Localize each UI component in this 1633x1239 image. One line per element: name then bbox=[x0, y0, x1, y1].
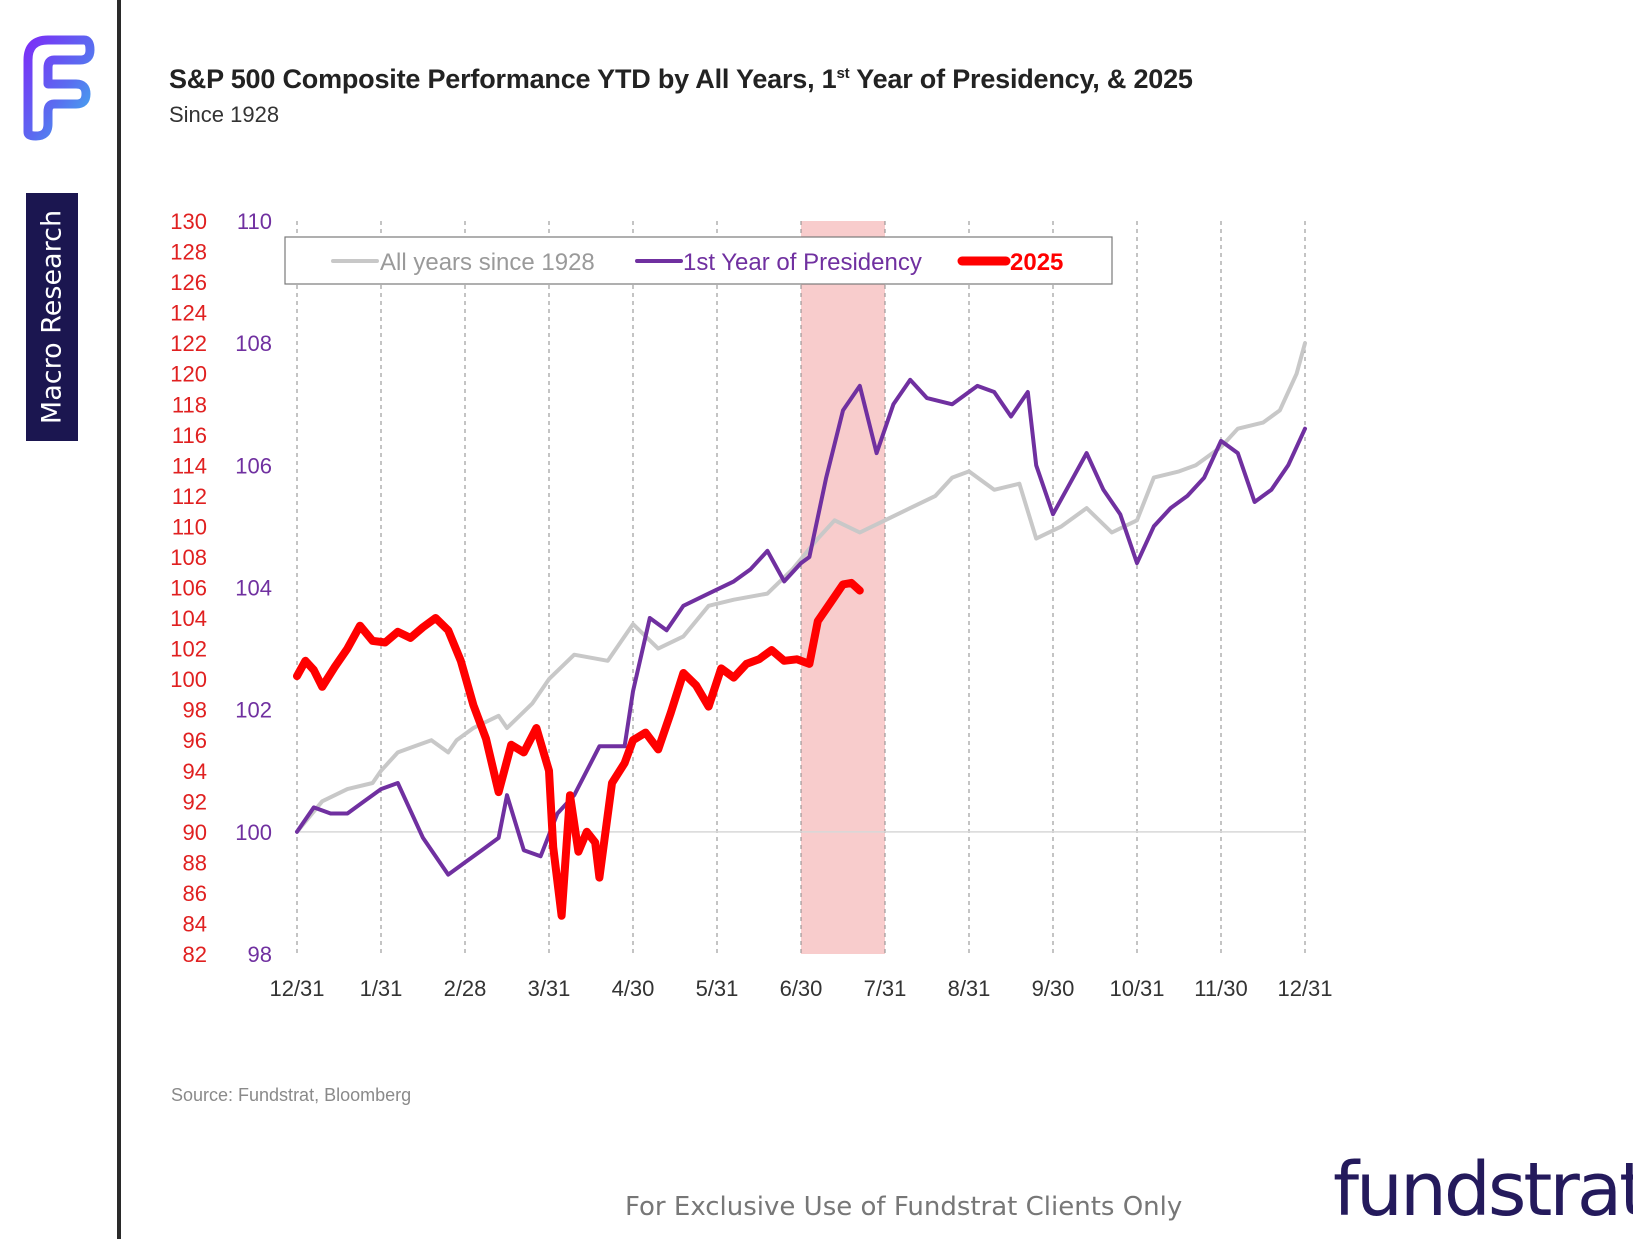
exclusive-use-notice: For Exclusive Use of Fundstrat Clients O… bbox=[625, 1192, 1183, 1222]
left-axis-tick-label: 120 bbox=[170, 362, 207, 387]
series-line-2025 bbox=[293, 578, 864, 920]
legend-label: All years since 1928 bbox=[380, 249, 595, 276]
right-axis-tick-label: 104 bbox=[235, 576, 272, 601]
left-axis-tick-label: 92 bbox=[183, 789, 207, 814]
x-tick-label: 12/31 bbox=[1277, 976, 1332, 1001]
left-axis-tick-label: 124 bbox=[170, 301, 207, 326]
left-axis-tick-label: 126 bbox=[170, 270, 207, 295]
x-tick-label: 3/31 bbox=[528, 976, 571, 1001]
series-line-all-years-since-1928 bbox=[295, 341, 1307, 834]
right-axis-tick-label: 100 bbox=[235, 820, 272, 845]
left-axis-tick-label: 86 bbox=[183, 881, 207, 906]
x-tick-label: 6/30 bbox=[780, 976, 823, 1001]
chart-subtitle: Since 1928 bbox=[169, 102, 280, 127]
title-superscript: st bbox=[836, 65, 850, 82]
legend-label: 1st Year of Presidency bbox=[683, 249, 922, 276]
right-axis-tick-label: 110 bbox=[237, 209, 272, 234]
left-axis-tick-label: 100 bbox=[170, 667, 207, 692]
chart-title: S&P 500 Composite Performance YTD by All… bbox=[169, 64, 1193, 95]
left-axis-tick-label: 106 bbox=[170, 576, 207, 601]
series-layer bbox=[293, 341, 1307, 920]
left-axis-tick-label: 116 bbox=[172, 423, 207, 448]
left-axis-tick-label: 98 bbox=[183, 698, 207, 723]
left-axis-tick-label: 84 bbox=[183, 911, 207, 936]
left-axis-tick-label: 96 bbox=[183, 728, 207, 753]
legend: All years since 1928 1st Year of Presiden… bbox=[284, 236, 1113, 285]
title-part-1: S&P 500 Composite Performance YTD by All… bbox=[169, 64, 837, 94]
series-line-1st-year-of-presidency bbox=[295, 377, 1307, 877]
left-axis-tick-label: 130 bbox=[170, 209, 207, 234]
left-axis-tick-label: 104 bbox=[170, 606, 207, 631]
axis-layer: 12/31 1/31 2/28 3/31 4/30 5/31 6/30 7/31 8/31 9/3… bbox=[170, 209, 1332, 1001]
left-axis-tick-label: 110 bbox=[172, 514, 207, 539]
right-axis-tick-label: 98 bbox=[248, 942, 272, 967]
left-axis-tick-label: 128 bbox=[170, 240, 207, 265]
right-axis-tick-label: 106 bbox=[235, 453, 272, 478]
grid-layer bbox=[296, 221, 1306, 954]
x-tick-label: 7/31 bbox=[864, 976, 907, 1001]
x-tick-label: 8/31 bbox=[948, 976, 991, 1001]
fundstrat-f-logo-icon bbox=[23, 35, 95, 141]
left-axis-tick-label: 94 bbox=[183, 759, 207, 784]
x-tick-label: 9/30 bbox=[1032, 976, 1075, 1001]
macro-research-tab: Macro Research bbox=[26, 193, 78, 441]
left-axis-tick-label: 122 bbox=[170, 331, 207, 356]
x-tick-label: 12/31 bbox=[269, 976, 324, 1001]
x-tick-label: 2/28 bbox=[444, 976, 487, 1001]
x-tick-label: 11/30 bbox=[1194, 976, 1247, 1001]
right-axis-tick-label: 102 bbox=[235, 698, 272, 723]
left-axis-tick-label: 88 bbox=[183, 850, 207, 875]
x-tick-label: 4/30 bbox=[612, 976, 655, 1001]
x-tick-label: 10/31 bbox=[1109, 976, 1164, 1001]
left-axis-tick-label: 102 bbox=[170, 637, 207, 662]
source-note: Source: Fundstrat, Bloomberg bbox=[171, 1085, 412, 1105]
x-tick-label: 5/31 bbox=[696, 976, 739, 1001]
right-axis-tick-label: 108 bbox=[235, 331, 272, 356]
sidebar-divider bbox=[117, 0, 121, 1239]
left-axis-tick-label: 118 bbox=[172, 392, 207, 417]
legend-label: 2025 bbox=[1010, 249, 1063, 276]
left-axis-tick-label: 90 bbox=[183, 820, 207, 845]
left-axis-tick-label: 82 bbox=[183, 942, 207, 967]
left-axis-tick-label: 108 bbox=[170, 545, 207, 570]
left-axis-tick-label: 114 bbox=[172, 453, 207, 478]
fundstrat-wordmark: fundstrat bbox=[1333, 1147, 1633, 1233]
x-tick-label: 1/31 bbox=[360, 976, 403, 1001]
left-axis-tick-label: 112 bbox=[172, 484, 207, 509]
title-part-2: Year of Presidency, & 2025 bbox=[849, 64, 1193, 94]
